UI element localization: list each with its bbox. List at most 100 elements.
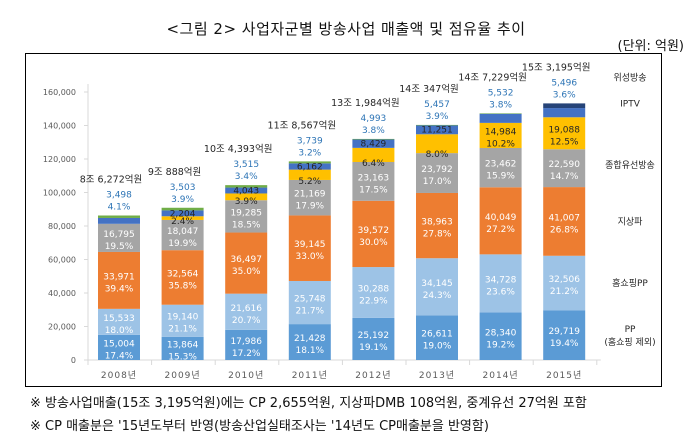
share-label: 18.0% — [105, 326, 134, 336]
value-label: 29,719 — [548, 327, 580, 337]
share-label: 12.5% — [550, 137, 579, 147]
bar-segment — [288, 215, 331, 281]
bar-segment — [416, 258, 458, 316]
legend-label: 지상파 — [618, 216, 644, 227]
value-label: 28,340 — [485, 328, 517, 338]
share-label: 21.2% — [550, 287, 579, 297]
bar-segment — [161, 210, 204, 217]
share-label: 3.9% — [171, 195, 194, 205]
value-label: 21,169 — [294, 190, 326, 200]
value-label: 21,428 — [294, 334, 326, 344]
bar-segment — [288, 179, 331, 216]
value-label: 17,986 — [230, 337, 262, 347]
axes: 0 20,000 40,000 60,000 80,000 100,000 120,000 1… — [43, 84, 601, 381]
share-label: 3.9% — [235, 197, 258, 207]
bar-segment — [98, 217, 140, 224]
value-label: 2,204 — [170, 209, 196, 219]
legend-label: PP — [625, 325, 636, 335]
share-label: 3.6% — [553, 90, 576, 100]
bar-segment — [416, 192, 458, 259]
bar-segment — [161, 216, 204, 220]
footnote-1: ※ 방송사업매출(15조 3,195억원)에는 CP 2,655억원, 지상파D… — [30, 396, 587, 411]
bar-segment — [543, 187, 586, 256]
share-label: 19.5% — [105, 242, 134, 252]
value-label: 39,145 — [294, 240, 326, 250]
bar-segment — [288, 169, 331, 180]
y-tick-label: 20,000 — [48, 323, 76, 332]
bar-segment — [352, 139, 395, 148]
bar-segment — [352, 267, 395, 318]
bar-segment — [479, 113, 522, 123]
share-label: 18.1% — [296, 346, 325, 356]
share-label: 3.8% — [362, 126, 385, 136]
value-label: 5,532 — [488, 88, 514, 98]
value-label: 18,047 — [167, 227, 199, 237]
bar-segment — [98, 223, 140, 252]
share-label: 35.0% — [232, 267, 261, 277]
total-label: 11조 8,567억원 — [268, 119, 337, 131]
value-label: 23,163 — [358, 173, 390, 183]
value-label: 3,498 — [106, 191, 132, 201]
share-label: 18.5% — [232, 220, 261, 230]
y-tick-label: 60,000 — [48, 256, 76, 265]
share-label: 3.9% — [426, 112, 449, 122]
bar-segment — [288, 161, 331, 164]
share-label: 2.4% — [171, 217, 194, 227]
share-label: 14.7% — [550, 172, 579, 182]
bar-segment — [543, 103, 586, 109]
total-label: 14조 7,229억원 — [458, 71, 527, 83]
total-label: 8조 6,272억원 — [80, 174, 142, 186]
bar-segment — [161, 336, 204, 360]
share-label: 33.0% — [296, 252, 325, 262]
share-label: 17.0% — [423, 177, 452, 187]
value-label: 11,251 — [421, 126, 453, 136]
legend-label: 홈쇼핑PP — [612, 277, 648, 289]
bar-segment — [543, 117, 586, 150]
x-tick-label: 2010년 — [228, 370, 264, 381]
bar-segment — [225, 329, 268, 360]
share-label: 30.0% — [359, 238, 388, 248]
share-label: 24.3% — [423, 291, 452, 301]
value-label: 5,457 — [424, 100, 450, 110]
y-tick-label: 0 — [71, 356, 76, 365]
legend-label: IPTV — [620, 99, 641, 109]
chart-frame — [25, 53, 662, 387]
share-label: 20.7% — [232, 316, 261, 326]
bar-segment — [161, 304, 204, 337]
bar-segment — [161, 250, 204, 305]
share-label: 6.4% — [362, 159, 385, 169]
share-label: 8.0% — [426, 150, 449, 160]
value-label: 4,043 — [233, 187, 259, 197]
bars — [98, 103, 586, 360]
bar-segment — [98, 334, 140, 360]
total-label: 15조 3,195억원 — [522, 61, 591, 73]
x-tick-label: 2015년 — [546, 370, 582, 381]
share-label: 26.8% — [550, 225, 579, 235]
bar-segment — [352, 138, 395, 140]
bar-segment — [161, 219, 204, 251]
share-label: 17.9% — [296, 202, 325, 212]
share-label: 4.1% — [108, 203, 131, 213]
legend-label: 종합유선방송 — [605, 160, 655, 171]
value-label: 23,462 — [485, 160, 517, 170]
value-label: 15,533 — [103, 314, 135, 324]
share-label: 39.4% — [105, 284, 134, 294]
bar-segment — [543, 108, 586, 118]
share-label: 19.9% — [168, 239, 197, 249]
x-tick-label: 2008년 — [101, 370, 137, 381]
bar-segment — [479, 312, 522, 360]
share-label: 27.8% — [423, 230, 452, 240]
unit-label: (단위: 억원) — [617, 39, 685, 54]
value-label: 3,503 — [170, 183, 196, 193]
value-label: 3,739 — [297, 136, 323, 146]
value-label: 6,162 — [297, 163, 323, 173]
bar-segment — [225, 185, 268, 188]
value-label: 25,192 — [358, 331, 390, 341]
y-tick-label: 140,000 — [43, 122, 76, 131]
bar-segment — [288, 163, 331, 170]
value-label: 33,971 — [103, 272, 135, 282]
share-label: 21.7% — [296, 307, 325, 317]
total-label: 13조 1,984억원 — [331, 97, 400, 109]
y-tick-label: 80,000 — [48, 222, 76, 231]
share-label: 15.3% — [168, 352, 197, 362]
